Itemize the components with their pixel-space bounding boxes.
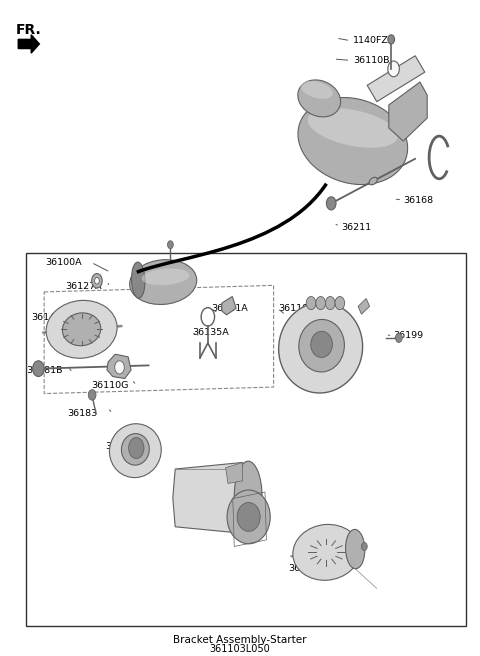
Circle shape (388, 35, 395, 44)
Polygon shape (226, 462, 242, 483)
Text: 36146A: 36146A (288, 564, 324, 573)
Circle shape (396, 333, 402, 342)
Ellipse shape (293, 524, 360, 581)
Text: 36170A: 36170A (185, 476, 221, 485)
Text: 36100A: 36100A (46, 258, 82, 267)
Circle shape (33, 361, 44, 377)
Text: 36131A: 36131A (211, 304, 248, 313)
Ellipse shape (132, 262, 145, 298)
Text: 36110: 36110 (278, 304, 309, 313)
Circle shape (306, 297, 316, 310)
Text: 1140FZ: 1140FZ (353, 36, 389, 45)
Circle shape (129, 438, 144, 459)
Circle shape (115, 361, 124, 374)
Text: FR.: FR. (15, 23, 41, 37)
Text: 36168: 36168 (403, 195, 433, 205)
Ellipse shape (234, 461, 262, 532)
Ellipse shape (121, 434, 149, 465)
Text: 36170: 36170 (106, 441, 136, 451)
Circle shape (326, 197, 336, 210)
Ellipse shape (298, 98, 408, 184)
Ellipse shape (279, 302, 362, 393)
Ellipse shape (227, 490, 270, 544)
Text: 36145A: 36145A (31, 313, 68, 322)
Text: 36110B: 36110B (353, 56, 389, 65)
Text: 36199: 36199 (394, 331, 424, 340)
Circle shape (92, 274, 102, 288)
Ellipse shape (142, 268, 190, 285)
Circle shape (335, 297, 345, 310)
Ellipse shape (130, 260, 197, 304)
Ellipse shape (46, 300, 117, 358)
Ellipse shape (62, 313, 101, 346)
Polygon shape (389, 82, 427, 141)
Circle shape (325, 297, 335, 310)
Text: 36120: 36120 (149, 279, 179, 288)
Polygon shape (358, 298, 370, 314)
Circle shape (168, 241, 173, 249)
Circle shape (388, 61, 399, 77)
Text: 36183: 36183 (67, 409, 97, 418)
Ellipse shape (346, 529, 365, 569)
Polygon shape (367, 56, 425, 102)
Ellipse shape (311, 331, 332, 358)
Circle shape (88, 390, 96, 400)
Ellipse shape (298, 80, 341, 117)
Text: Bracket Assembly-Starter: Bracket Assembly-Starter (173, 634, 307, 645)
Text: 36211: 36211 (341, 223, 371, 232)
Ellipse shape (109, 424, 161, 478)
Ellipse shape (369, 177, 377, 185)
Polygon shape (107, 354, 131, 379)
Ellipse shape (237, 502, 260, 531)
Ellipse shape (299, 319, 344, 372)
Circle shape (361, 543, 367, 550)
Text: 36127A: 36127A (65, 282, 101, 291)
Polygon shape (18, 35, 39, 53)
Text: 36110G: 36110G (91, 380, 129, 390)
Ellipse shape (300, 81, 333, 99)
Bar (26, 253, 466, 626)
Ellipse shape (308, 108, 398, 148)
Text: 36181B: 36181B (26, 366, 63, 375)
Text: 361103L050: 361103L050 (210, 644, 270, 655)
Text: 36135A: 36135A (192, 328, 229, 337)
Circle shape (95, 277, 99, 284)
Polygon shape (173, 462, 254, 533)
Circle shape (316, 297, 325, 310)
Text: 36150: 36150 (223, 508, 253, 518)
Polygon shape (222, 297, 236, 315)
